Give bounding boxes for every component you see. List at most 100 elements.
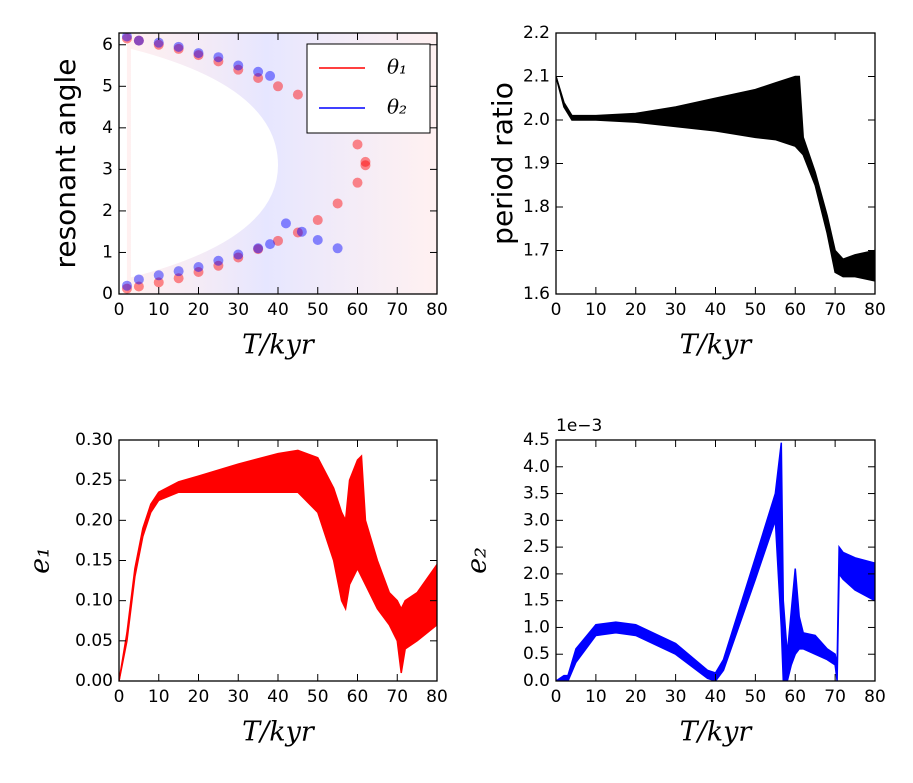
scatter-point xyxy=(153,270,164,281)
scatter-point xyxy=(193,266,204,277)
cloud-hole xyxy=(130,48,278,278)
axes-frame xyxy=(555,439,876,682)
scatter-point xyxy=(133,281,144,292)
band-fill xyxy=(119,450,437,681)
y-tick-label: 2 xyxy=(102,201,113,221)
x-tick-label: 0 xyxy=(551,687,562,707)
y-tick-label: 1.5 xyxy=(523,591,550,611)
x-tick-label: 10 xyxy=(585,687,607,707)
band-fill xyxy=(556,442,875,681)
y-tick-label: 0.00 xyxy=(75,671,113,691)
scatter-point xyxy=(233,249,244,260)
y-tick-label: 0.05 xyxy=(75,631,113,651)
y-tick-label: 6 xyxy=(102,35,113,55)
scatter-point xyxy=(253,66,264,77)
y-tick-label: 0 xyxy=(102,284,113,304)
scatter-point xyxy=(265,239,276,250)
series-line xyxy=(556,76,875,282)
series-line xyxy=(556,520,875,681)
y-tick-label: 3 xyxy=(102,159,113,179)
x-tick-label: 70 xyxy=(386,300,408,320)
y-tick-label: 4 xyxy=(102,118,113,138)
scatter-point xyxy=(213,255,224,266)
scatter-point xyxy=(253,72,264,83)
x-tick-label: 40 xyxy=(705,687,727,707)
scatter-point xyxy=(253,243,264,254)
y-tick-label: 0.0 xyxy=(523,671,550,691)
plot-area xyxy=(119,449,437,681)
x-tick-label: 50 xyxy=(745,687,767,707)
x-tick-label: 0 xyxy=(114,300,125,320)
x-tick-label: 20 xyxy=(188,300,210,320)
scatter-point xyxy=(296,226,307,237)
scatter-point xyxy=(193,50,204,61)
axes-frame xyxy=(555,32,876,295)
x-tick-label: 60 xyxy=(347,300,369,320)
scatter-point xyxy=(153,277,164,288)
x-tick-label: 80 xyxy=(426,687,448,707)
series-line xyxy=(119,449,437,681)
scatter-point xyxy=(352,139,363,150)
scatter-point xyxy=(233,64,244,75)
x-tick-label: 50 xyxy=(307,300,329,320)
x-tick-label: 30 xyxy=(665,300,687,320)
y-axis-label: resonant angle xyxy=(49,58,82,268)
y-tick-label: 2.5 xyxy=(523,537,550,557)
y-tick-label: 0.5 xyxy=(523,644,550,664)
y-tick-label: 1.7 xyxy=(523,241,550,261)
y-tick-label: 0.25 xyxy=(75,470,113,490)
y-tick-label: 5 xyxy=(102,76,113,96)
x-axis-label: T/kyr xyxy=(242,717,316,748)
scatter-point xyxy=(153,39,164,50)
scatter-point xyxy=(280,218,291,229)
scatter-point xyxy=(332,198,343,209)
scatter-point xyxy=(312,215,323,226)
x-tick-label: 40 xyxy=(267,300,289,320)
y-tick-label: 2.1 xyxy=(523,67,550,87)
legend-box xyxy=(306,43,431,134)
y-tick-label: 2.0 xyxy=(523,564,550,584)
scatter-point xyxy=(233,252,244,263)
scatter-point xyxy=(153,37,164,48)
scatter-point xyxy=(121,33,132,42)
y-tick-label: 1 xyxy=(102,242,113,262)
scatter-point xyxy=(360,160,371,171)
scatter-point xyxy=(133,274,144,285)
y-tick-label: 2.2 xyxy=(523,23,550,43)
x-axis-label: T/kyr xyxy=(680,330,754,361)
scatter-point xyxy=(213,52,224,63)
x-tick-label: 20 xyxy=(625,300,647,320)
x-tick-label: 70 xyxy=(386,687,408,707)
scatter-point xyxy=(213,56,224,67)
scatter-point xyxy=(352,177,363,188)
scatter-point xyxy=(193,48,204,59)
plot-area xyxy=(556,442,875,681)
x-tick-label: 80 xyxy=(864,687,886,707)
y-axis-label: period ratio xyxy=(486,82,519,245)
x-tick-label: 40 xyxy=(267,687,289,707)
scatter-point xyxy=(121,33,132,44)
scatter-point xyxy=(133,35,144,46)
scatter-point xyxy=(273,235,283,246)
y-tick-label: 4.5 xyxy=(523,430,550,450)
y-tick-label: 0.30 xyxy=(75,430,113,450)
offset-text: 1e−3 xyxy=(556,416,602,436)
y-axis-label: e₂ xyxy=(462,547,493,574)
x-tick-label: 20 xyxy=(188,687,210,707)
plot-area xyxy=(556,75,875,282)
scatter-point xyxy=(292,89,303,100)
x-tick-label: 30 xyxy=(665,687,687,707)
series-line xyxy=(556,442,875,681)
x-tick-label: 10 xyxy=(148,300,170,320)
legend-label: θ₁ xyxy=(387,55,407,79)
x-tick-label: 60 xyxy=(347,687,369,707)
scatter-point xyxy=(193,261,204,272)
x-tick-label: 20 xyxy=(625,687,647,707)
scatter-point xyxy=(173,43,184,54)
series-line xyxy=(119,491,437,681)
scatter-point xyxy=(213,260,224,271)
scatter-point xyxy=(332,243,343,254)
legend-label: θ₂ xyxy=(387,95,407,119)
x-tick-label: 60 xyxy=(784,687,806,707)
